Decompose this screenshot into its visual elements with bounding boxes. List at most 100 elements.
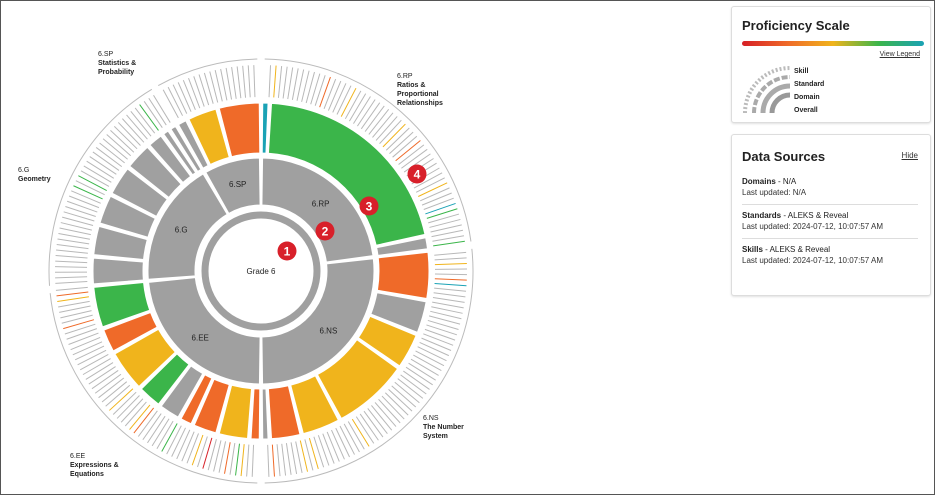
skill-tick[interactable]: [335, 427, 350, 458]
skill-tick[interactable]: [56, 249, 88, 254]
skill-tick[interactable]: [86, 160, 115, 179]
skill-tick[interactable]: [57, 238, 90, 245]
standard-segment[interactable]: [129, 146, 182, 199]
skill-tick[interactable]: [59, 305, 91, 313]
skill-tick[interactable]: [70, 336, 101, 351]
skill-tick[interactable]: [360, 102, 381, 130]
skill-tick[interactable]: [133, 407, 155, 434]
skill-tick[interactable]: [434, 278, 467, 281]
skill-tick[interactable]: [313, 436, 325, 468]
skill-tick[interactable]: [117, 122, 141, 146]
skill-tick[interactable]: [129, 404, 151, 430]
skill-tick[interactable]: [408, 362, 436, 381]
skill-tick[interactable]: [246, 444, 250, 477]
skill-tick[interactable]: [391, 385, 417, 408]
skill-tick[interactable]: [59, 227, 91, 236]
skill-tick[interactable]: [231, 67, 237, 99]
skill-tick[interactable]: [57, 296, 89, 302]
skill-tick[interactable]: [124, 401, 147, 427]
standard-segment[interactable]: [99, 195, 156, 238]
skill-tick[interactable]: [388, 388, 413, 412]
skill-tick[interactable]: [167, 86, 183, 116]
skill-tick[interactable]: [176, 429, 191, 460]
skill-tick[interactable]: [401, 148, 428, 169]
skill-tick[interactable]: [80, 170, 110, 187]
skill-tick[interactable]: [177, 82, 192, 112]
standard-segment[interactable]: [140, 353, 190, 405]
skill-tick[interactable]: [64, 323, 96, 335]
standard-segment[interactable]: [180, 374, 213, 425]
skill-tick[interactable]: [405, 366, 433, 386]
skill-tick[interactable]: [296, 69, 305, 101]
skill-tick[interactable]: [394, 381, 420, 404]
skill-tick[interactable]: [353, 96, 371, 124]
standard-segment[interactable]: [111, 168, 168, 218]
skill-tick[interactable]: [434, 287, 467, 292]
skill-tick[interactable]: [299, 440, 309, 472]
skill-tick[interactable]: [331, 429, 345, 460]
skill-tick[interactable]: [171, 427, 186, 457]
skills-ring[interactable]: [55, 65, 467, 477]
skill-tick[interactable]: [398, 144, 425, 165]
skill-tick[interactable]: [418, 182, 448, 197]
standard-segment[interactable]: [218, 384, 253, 439]
skill-tick[interactable]: [430, 310, 462, 320]
standard-segment[interactable]: [93, 225, 148, 261]
skill-tick[interactable]: [433, 292, 466, 298]
skill-tick[interactable]: [434, 257, 467, 261]
skill-tick[interactable]: [317, 435, 330, 466]
skill-tick[interactable]: [181, 431, 195, 462]
skill-tick[interactable]: [209, 71, 219, 103]
overall-ring[interactable]: [201, 211, 321, 331]
skill-tick[interactable]: [344, 90, 362, 120]
skill-tick[interactable]: [421, 337, 452, 351]
skill-tick[interactable]: [347, 421, 365, 450]
skill-tick[interactable]: [242, 65, 247, 98]
standard-segment[interactable]: [261, 102, 269, 154]
skill-tick[interactable]: [156, 420, 174, 450]
skill-tick[interactable]: [323, 78, 337, 110]
skill-tick[interactable]: [285, 443, 292, 475]
skill-tick[interactable]: [55, 266, 88, 268]
standard-segment[interactable]: [316, 338, 399, 420]
skill-tick[interactable]: [375, 116, 398, 141]
skill-tick[interactable]: [403, 153, 431, 173]
skill-tick[interactable]: [77, 349, 107, 366]
skill-tick[interactable]: [423, 197, 454, 210]
skill-tick[interactable]: [426, 208, 458, 219]
skill-tick[interactable]: [203, 72, 214, 104]
skill-tick[interactable]: [66, 328, 97, 340]
skill-tick[interactable]: [420, 187, 450, 202]
skill-tick[interactable]: [235, 443, 240, 476]
skill-tick[interactable]: [56, 291, 89, 297]
skill-tick[interactable]: [61, 314, 93, 324]
skill-tick[interactable]: [220, 68, 228, 101]
skill-tick[interactable]: [372, 112, 394, 138]
skill-tick[interactable]: [240, 444, 245, 477]
skill-tick[interactable]: [421, 192, 452, 206]
skill-tick[interactable]: [88, 366, 116, 385]
domain-segment-6rp[interactable]: [261, 157, 374, 263]
skill-tick[interactable]: [281, 443, 287, 476]
skill-tick[interactable]: [367, 408, 388, 434]
skill-tick[interactable]: [389, 131, 414, 155]
hide-data-sources-link[interactable]: Hide: [901, 151, 918, 160]
skill-tick[interactable]: [55, 255, 88, 259]
view-legend-link[interactable]: View Legend: [879, 51, 920, 58]
standard-segment[interactable]: [376, 237, 429, 256]
skill-tick[interactable]: [277, 65, 283, 98]
skill-tick[interactable]: [403, 370, 430, 390]
skill-tick[interactable]: [186, 433, 199, 464]
standard-segment[interactable]: [250, 388, 261, 440]
skill-tick[interactable]: [162, 89, 179, 119]
skill-tick[interactable]: [71, 190, 101, 204]
skill-tick[interactable]: [343, 423, 360, 453]
skill-tick[interactable]: [326, 431, 340, 462]
skill-tick[interactable]: [251, 444, 255, 477]
skill-tick[interactable]: [327, 80, 342, 111]
skill-tick[interactable]: [295, 441, 303, 473]
skill-tick[interactable]: [172, 84, 188, 114]
skill-tick[interactable]: [112, 391, 137, 415]
skill-tick[interactable]: [267, 444, 270, 477]
skill-tick[interactable]: [120, 398, 144, 423]
